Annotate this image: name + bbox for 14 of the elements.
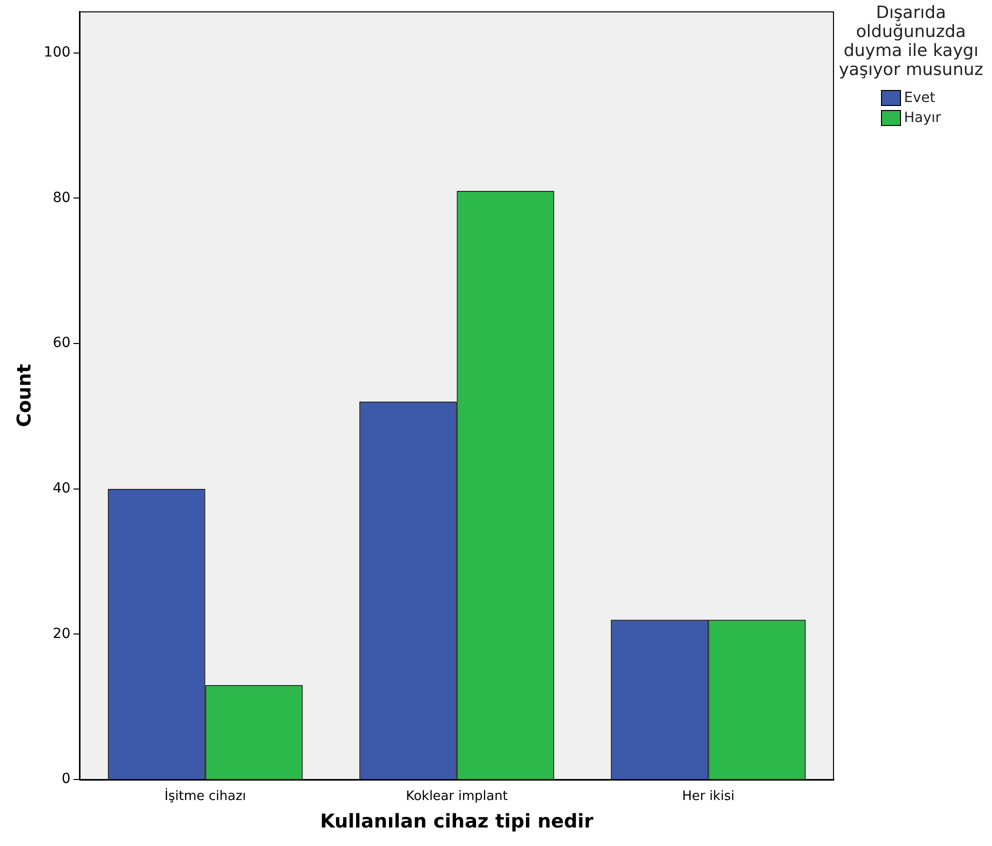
y-tick-label: 60: [52, 335, 71, 352]
y-axis-title: Count: [13, 364, 36, 428]
y-tick-label: 20: [52, 626, 71, 642]
x-tick-label: İşitme cihazı: [164, 788, 246, 804]
legend-title: Dışarıda olduğunuzda duyma ile kaygı yaşıyor musunuz: [838, 3, 984, 80]
y-tick-label: 40: [52, 480, 71, 497]
legend-label: Hayır: [904, 110, 942, 126]
y-tick-label: 0: [62, 771, 71, 788]
x-tick-label: Koklear implant: [406, 788, 508, 804]
x-tick-label: Her ikisi: [682, 788, 734, 804]
y-tick-label: 80: [52, 190, 71, 206]
legend-label: Evet: [904, 90, 936, 106]
x-axis-title: Kullanılan cihaz tipi nedir: [320, 810, 594, 833]
y-tick-label: 100: [44, 44, 71, 60]
